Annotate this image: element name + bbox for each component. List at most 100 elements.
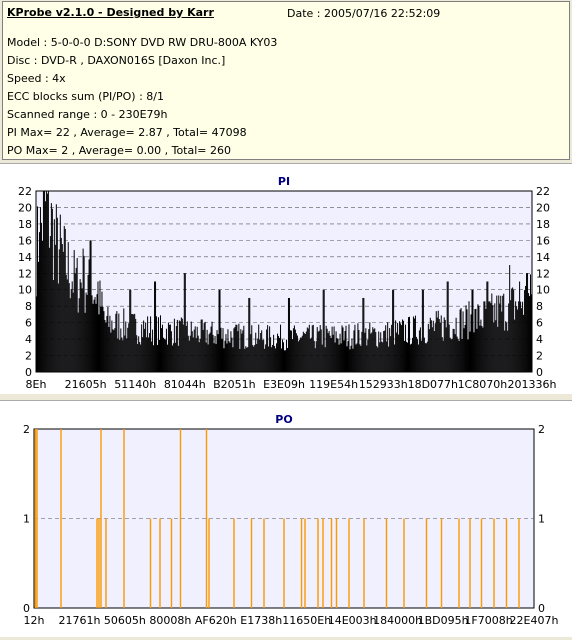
- po-y-tick-label-left: 0: [23, 602, 30, 615]
- pi-bar: [139, 342, 141, 372]
- pi-bar: [232, 347, 234, 372]
- pi-bar: [493, 322, 495, 372]
- po-bar: [100, 429, 102, 608]
- pi-bar: [492, 305, 494, 372]
- pi-bar: [316, 327, 318, 372]
- pi-y-tick-label-right: 0: [536, 366, 543, 379]
- pi-bar: [94, 297, 96, 372]
- po-bar: [505, 518, 508, 608]
- pi-bar: [366, 345, 368, 372]
- pi-bar: [370, 333, 372, 372]
- info-panel: KProbe v2.1.0 - Designed by Karr Date : …: [2, 1, 570, 160]
- pi-bar: [313, 340, 315, 372]
- po-bar: [425, 518, 428, 608]
- pi-bar: [102, 306, 104, 372]
- pi-bar: [234, 327, 236, 372]
- pi-bar: [354, 324, 356, 372]
- po-x-tick-label: 80008h: [149, 614, 191, 627]
- pi-bar: [325, 325, 327, 372]
- pi-bar: [399, 321, 401, 372]
- pi-bar: [341, 325, 343, 372]
- pi-bar: [331, 326, 333, 372]
- pi-bar: [476, 328, 478, 372]
- po-bar: [458, 518, 460, 608]
- po-bar: [304, 518, 306, 608]
- pi-bar: [103, 311, 105, 372]
- pi-bar: [362, 297, 364, 372]
- pi-bar: [511, 288, 513, 372]
- pi-bar: [240, 329, 242, 372]
- pi-bar: [284, 350, 286, 372]
- pi-bar: [76, 257, 78, 372]
- pi-bar: [432, 320, 434, 372]
- pi-bar: [297, 341, 299, 372]
- pi-bar: [344, 331, 346, 372]
- pi-bar: [100, 306, 102, 372]
- pi-bar: [463, 328, 465, 372]
- pi-bar: [291, 339, 293, 372]
- pi-bar: [369, 322, 371, 372]
- po-bar: [518, 518, 520, 608]
- pi-bar: [116, 311, 118, 372]
- pi-bar: [462, 311, 464, 372]
- pi-bar: [203, 323, 205, 372]
- pi-bar: [266, 329, 268, 372]
- pi-bar: [189, 335, 191, 372]
- pi-y-tick-label-left: 6: [25, 317, 32, 330]
- pi-bar: [505, 321, 507, 372]
- pi-bar: [355, 344, 357, 372]
- pi-bar: [279, 337, 281, 372]
- pi-bar: [470, 314, 472, 372]
- pi-stats-line: PI Max= 22 , Average= 2.87 , Total= 4709…: [7, 126, 247, 139]
- pi-bar: [216, 330, 218, 372]
- pi-bar: [315, 341, 317, 372]
- pi-bar: [73, 250, 75, 372]
- pi-bar: [485, 308, 487, 372]
- pi-bar: [402, 319, 404, 372]
- pi-bar: [305, 331, 307, 372]
- pi-bar: [296, 335, 298, 372]
- po-bar: [283, 518, 285, 608]
- pi-x-tick-label: 119E54h: [309, 378, 358, 391]
- pi-bar: [384, 330, 386, 372]
- pi-bar: [375, 332, 377, 372]
- pi-chart-panel: PI 0 0 2 2 4 4 6 6 8 8 10 10 12 12 14 14 16 16 18 18 20 20 22 22…: [0, 163, 572, 394]
- pi-bar: [81, 288, 83, 372]
- pi-bar: [75, 267, 77, 372]
- pi-bar: [152, 329, 154, 372]
- pi-bar: [119, 339, 121, 372]
- pi-y-tick-label-right: 16: [536, 234, 550, 247]
- pi-bar: [209, 332, 211, 372]
- pi-y-tick-label-left: 10: [18, 284, 32, 297]
- pi-bar: [277, 333, 279, 372]
- pi-y-tick-label-left: 0: [25, 366, 32, 379]
- pi-bar: [44, 201, 46, 372]
- pi-bar: [134, 313, 136, 372]
- pi-bar: [285, 339, 287, 372]
- pi-bar: [142, 337, 144, 372]
- pi-bar: [478, 305, 480, 372]
- pi-bar: [486, 281, 488, 372]
- po-bar: [36, 429, 38, 608]
- pi-bar: [135, 318, 137, 372]
- pi-bar: [409, 344, 411, 372]
- pi-bar: [108, 326, 110, 372]
- pi-bar: [140, 344, 142, 372]
- pi-y-tick-label-right: 8: [536, 300, 543, 313]
- pi-bar: [515, 301, 517, 372]
- pi-bar: [298, 339, 300, 372]
- pi-bar: [300, 337, 302, 372]
- pi-bar: [497, 326, 499, 372]
- pi-bar: [376, 345, 378, 372]
- pi-bar: [222, 328, 224, 372]
- pi-bar: [252, 345, 254, 372]
- pi-bar: [379, 342, 381, 372]
- pi-bar: [276, 343, 278, 372]
- pi-bar: [173, 318, 175, 372]
- range-line: Scanned range : 0 - 230E79h: [7, 108, 168, 121]
- pi-bar: [256, 343, 258, 372]
- pi-bar: [363, 297, 365, 372]
- pi-bar: [231, 337, 233, 372]
- pi-bar: [374, 328, 376, 372]
